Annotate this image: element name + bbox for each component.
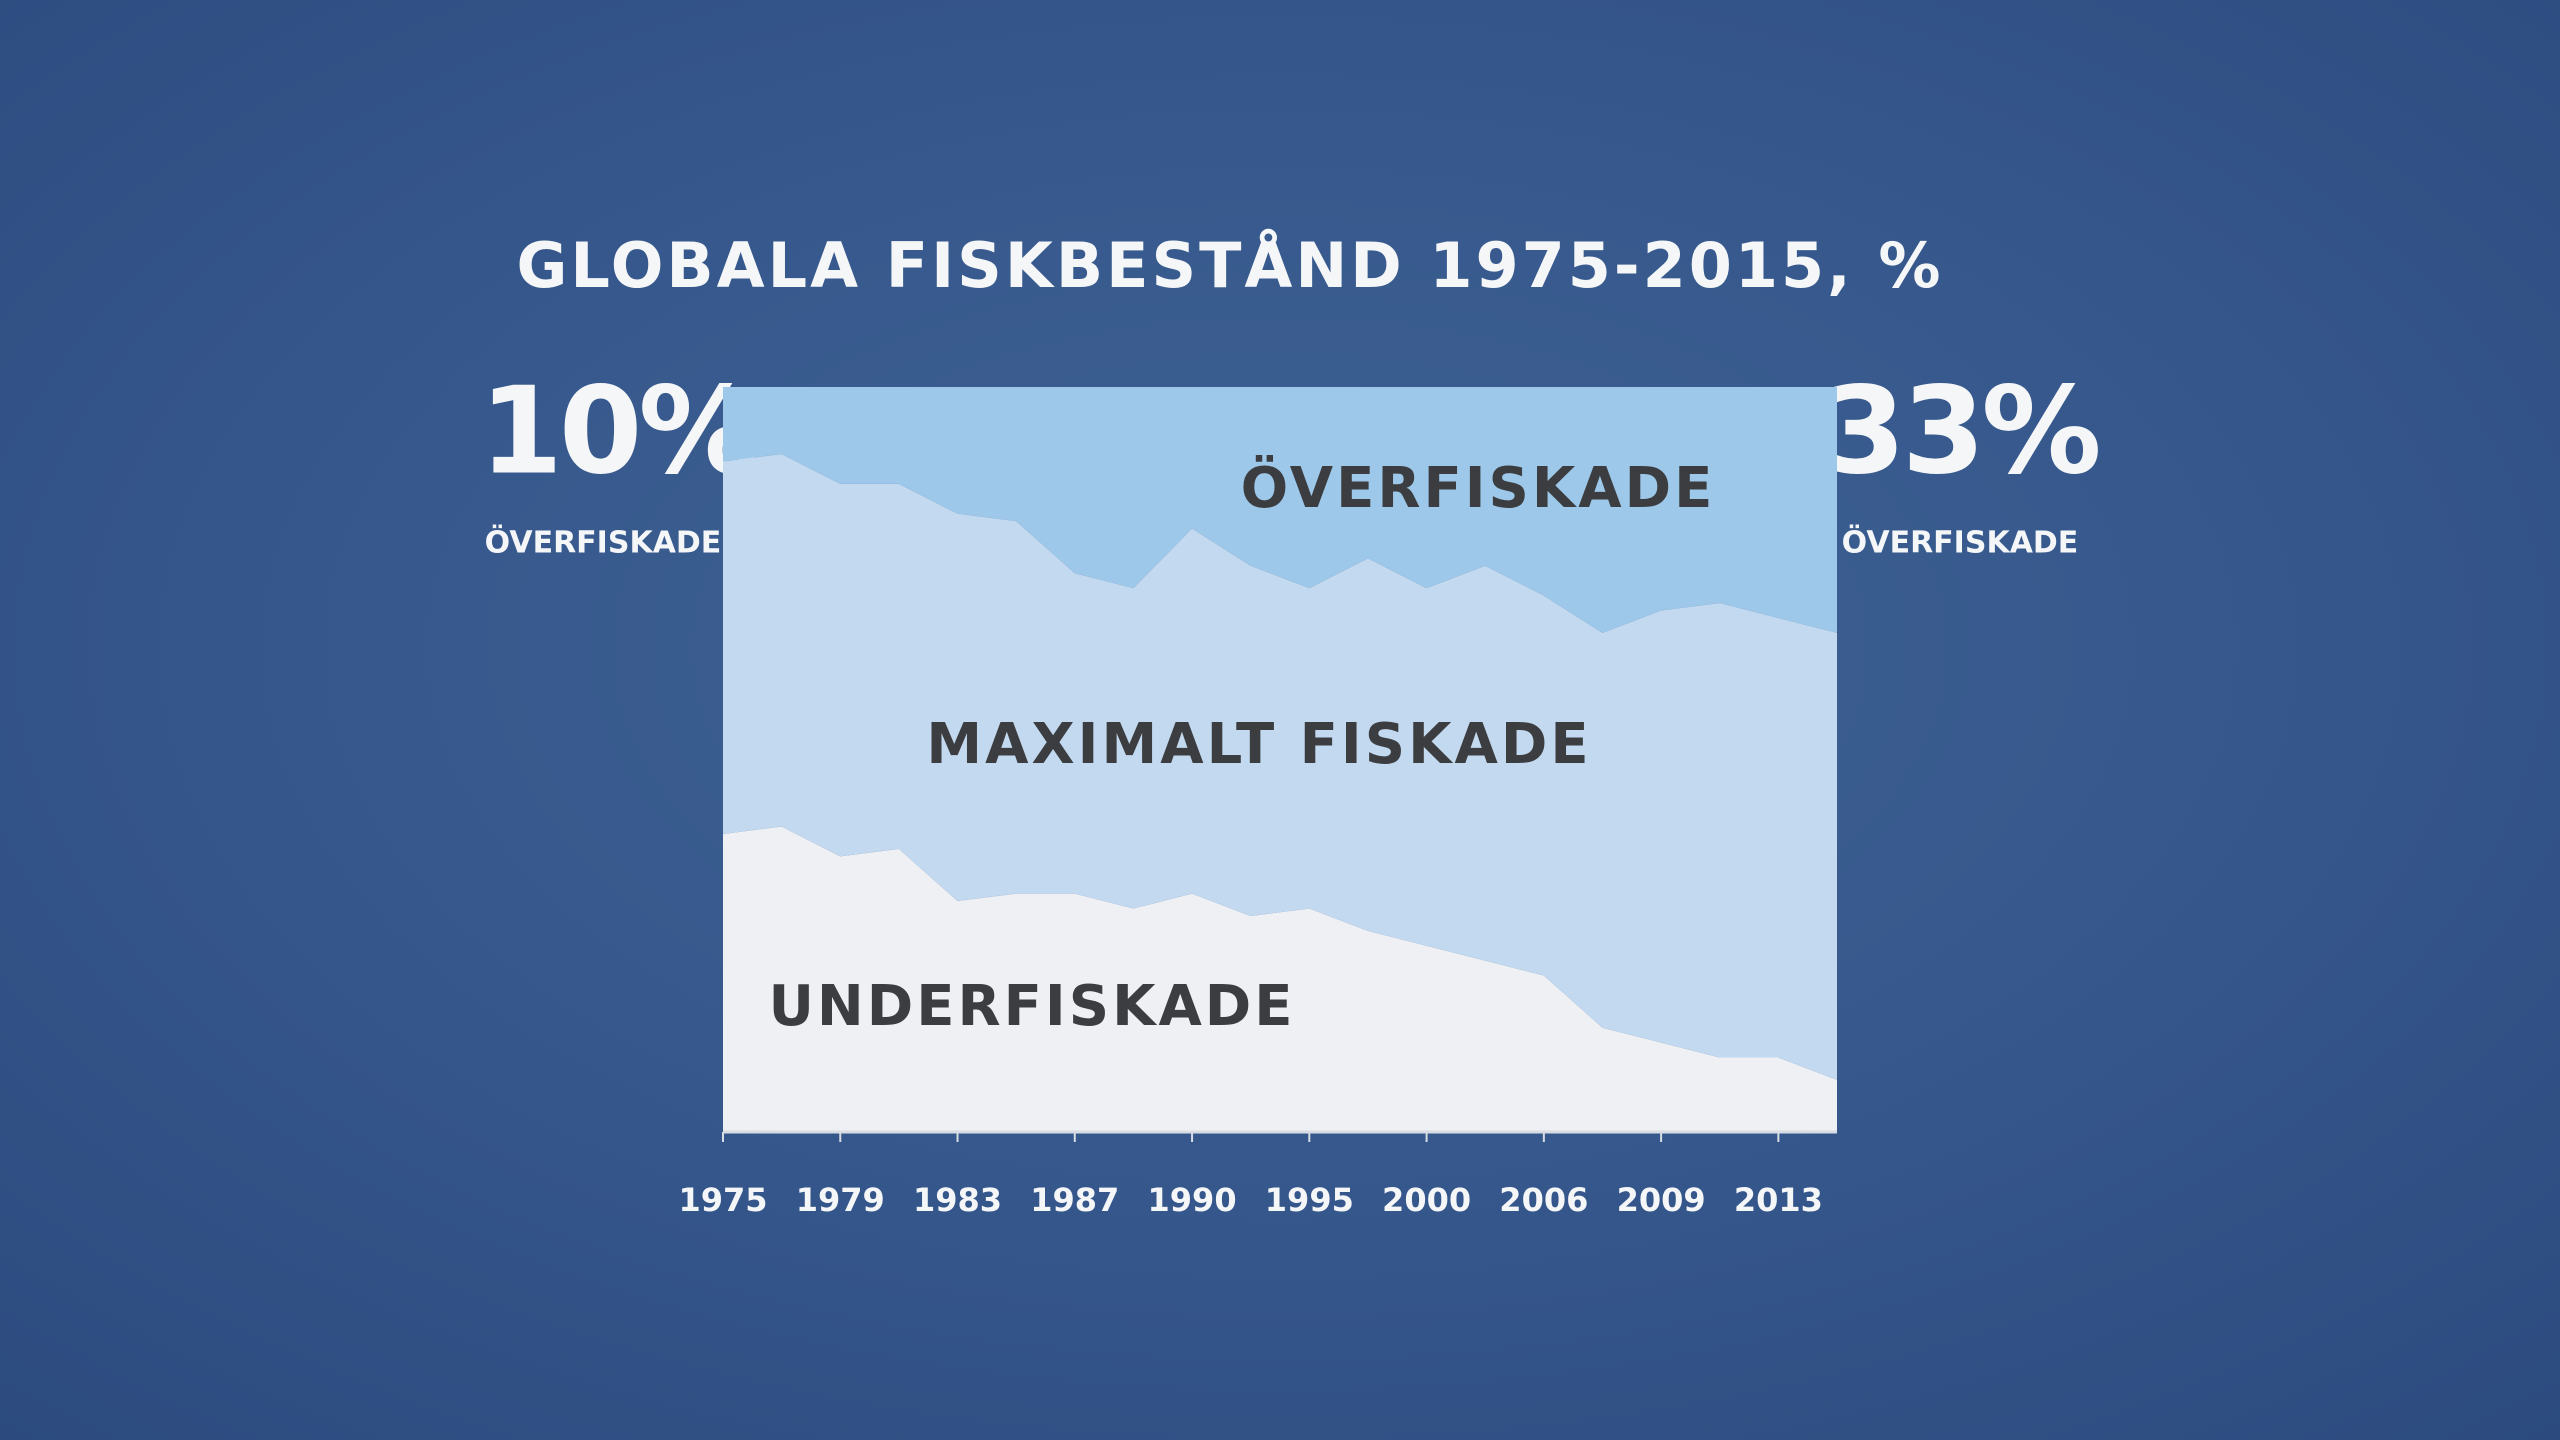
- x-tick-label: 1987: [1030, 1181, 1119, 1219]
- x-tick-label: 2006: [1499, 1181, 1588, 1219]
- x-tick-label: 2000: [1382, 1181, 1471, 1219]
- area: [723, 387, 1837, 633]
- x-tick-label: 1995: [1265, 1181, 1354, 1219]
- right-callout-value: 33%: [1822, 363, 2098, 502]
- x-tick-label: 2013: [1734, 1181, 1823, 1219]
- chart-title: GLOBALA FISKBESTÅND 1975-2015, %: [517, 229, 1944, 302]
- area: [723, 826, 1837, 1132]
- x-tick-label: 1975: [678, 1181, 767, 1219]
- x-tick-label: 1979: [796, 1181, 885, 1219]
- series-label: UNDERFISKADE: [768, 974, 1295, 1039]
- series-label: ÖVERFISKADE: [1241, 456, 1716, 521]
- left-callout-caption: ÖVERFISKADE: [485, 524, 722, 561]
- x-tick-label: 1983: [913, 1181, 1002, 1219]
- area: [723, 454, 1837, 1080]
- series-label: MAXIMALT FISKADE: [926, 712, 1591, 777]
- left-callout-value: 10%: [479, 363, 755, 502]
- right-callout-caption: ÖVERFISKADE: [1842, 524, 2079, 561]
- x-tick-label: 2009: [1617, 1181, 1706, 1219]
- x-tick-label: 1990: [1148, 1181, 1237, 1219]
